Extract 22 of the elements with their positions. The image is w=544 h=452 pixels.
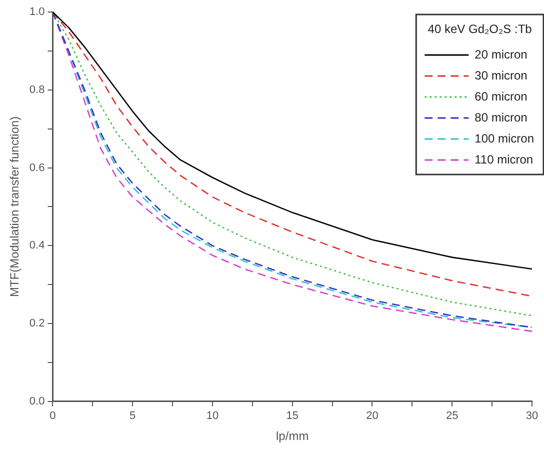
legend-title: 40 keV Gd₂O₂S :Tb	[428, 22, 532, 36]
y-axis-title: MTF(Modulation transfer function)	[8, 116, 22, 298]
legend-label: 30 micron	[474, 68, 528, 82]
legend-label: 60 micron	[474, 89, 528, 104]
legend-label: 110 micron	[474, 152, 534, 166]
legend-label: 20 micron	[474, 47, 528, 62]
x-tick-label: 0	[50, 410, 56, 422]
x-axis-title: lp/mm	[276, 429, 309, 444]
y-tick-label: 0.2	[29, 318, 45, 330]
x-tick-label: 25	[446, 410, 458, 422]
y-tick-label: 0.4	[29, 240, 45, 252]
y-tick-label: 1.0	[29, 6, 45, 18]
legend-label: 100 micron	[474, 131, 534, 146]
y-tick-label: 0.0	[29, 395, 45, 408]
y-tick-label: 0.8	[29, 84, 45, 96]
x-tick-label: 10	[206, 410, 219, 422]
x-tick-label: 15	[286, 410, 298, 422]
x-tick-label: 20	[366, 410, 378, 422]
legend-label: 80 micron	[474, 110, 528, 124]
x-tick-label: 5	[130, 410, 136, 422]
y-tick-label: 0.6	[29, 162, 45, 174]
x-tick-label: 30	[526, 410, 538, 422]
